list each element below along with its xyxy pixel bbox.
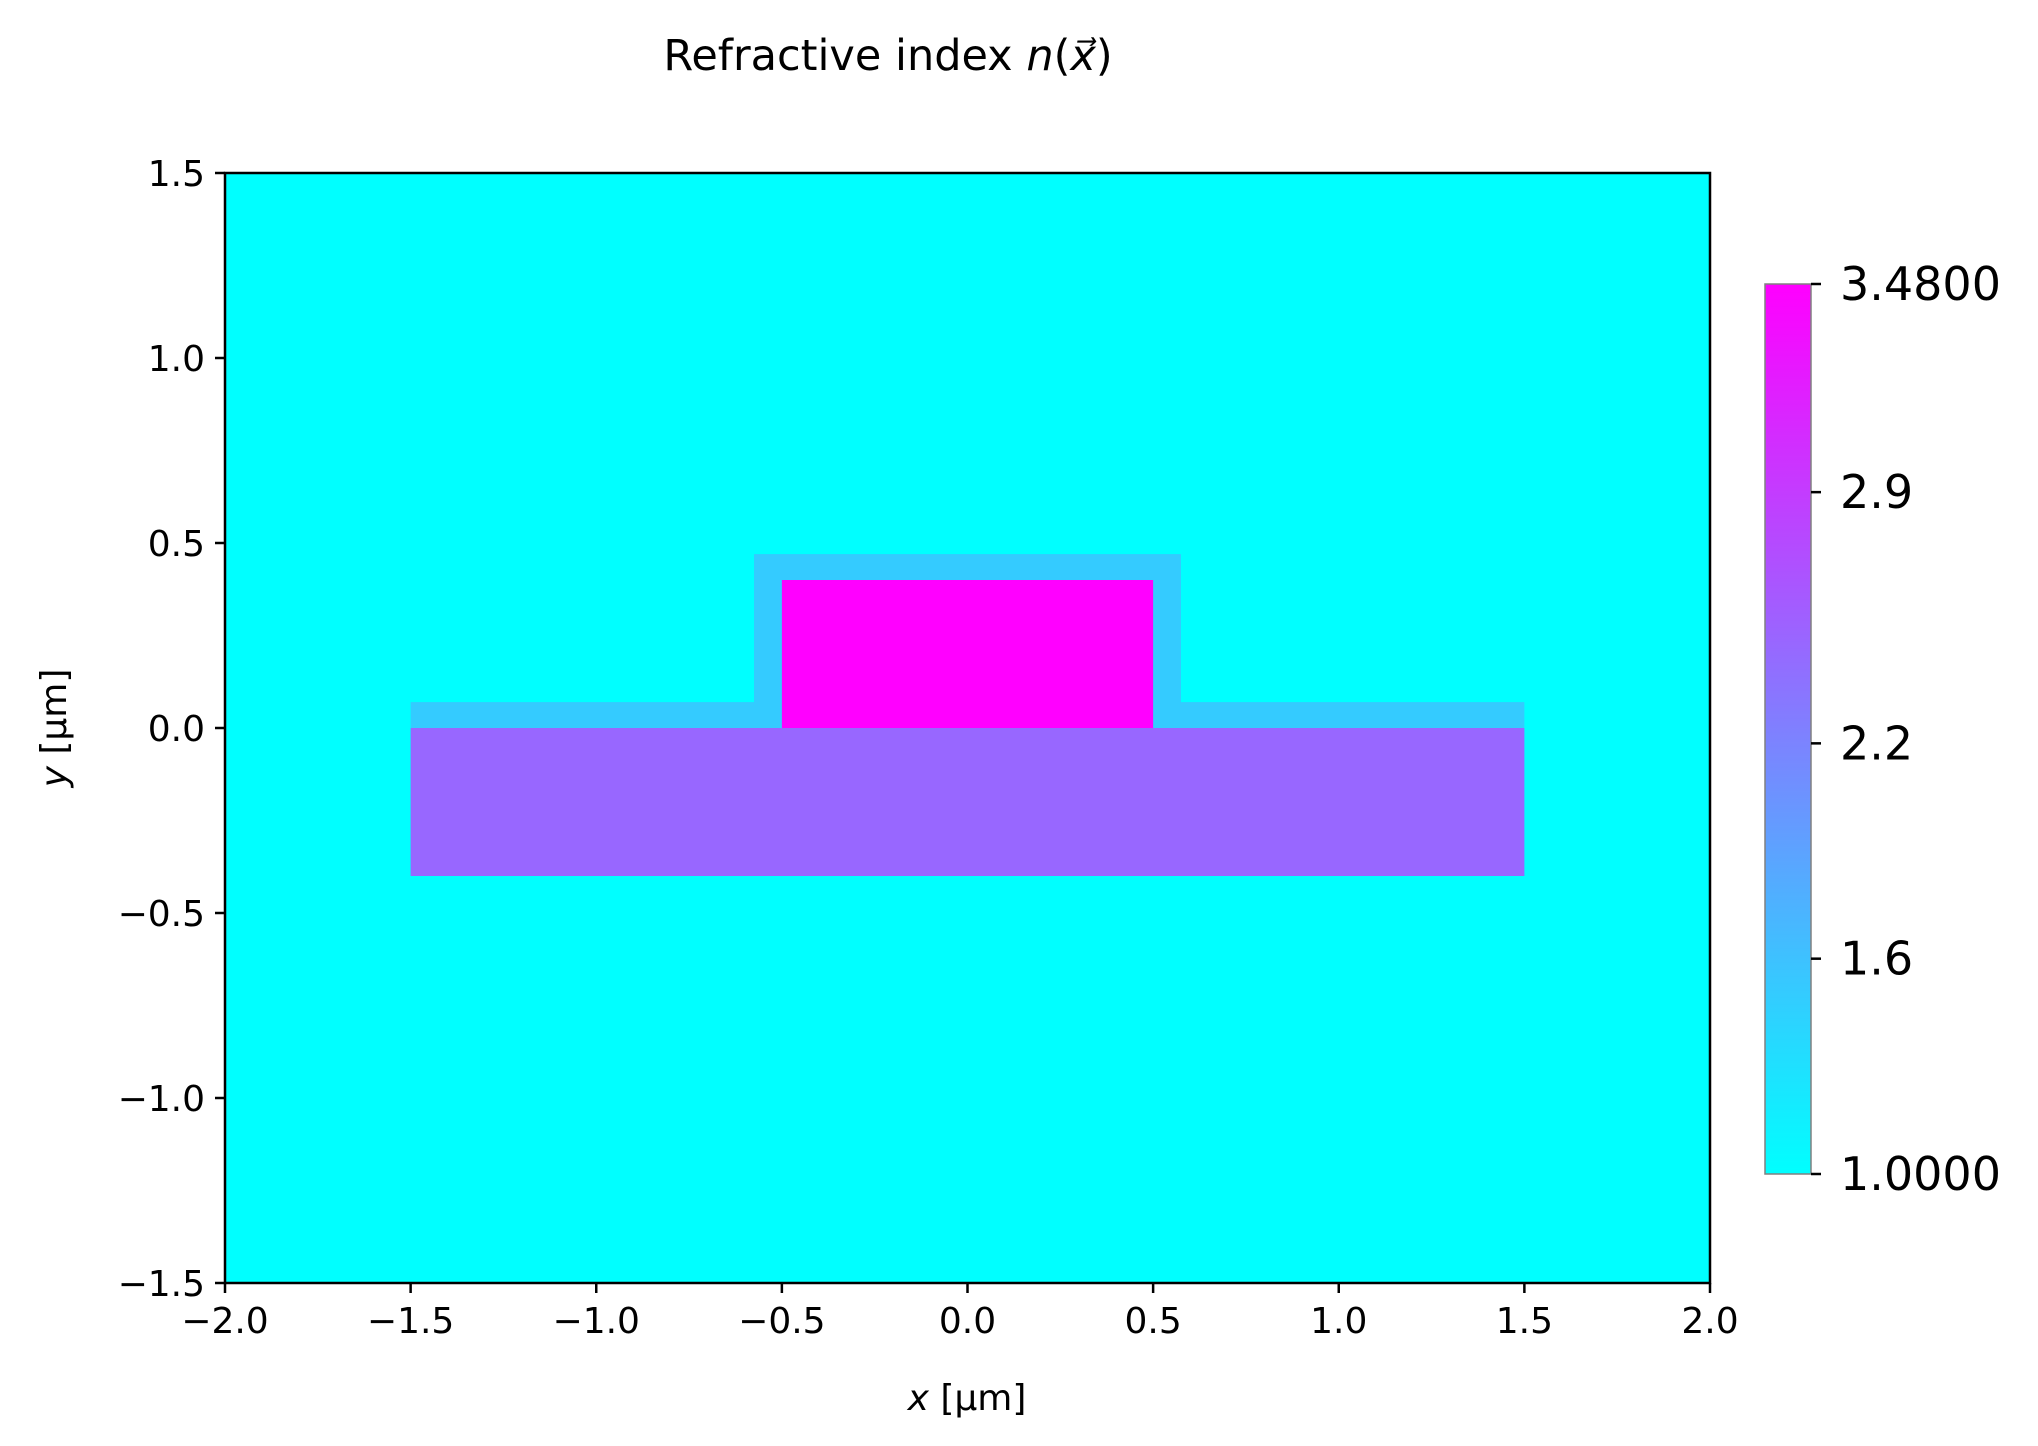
- y-tick-label: 1.5: [148, 154, 205, 195]
- x-tick-label: −0.5: [738, 1301, 825, 1342]
- x-tick-label: 0.0: [939, 1301, 996, 1342]
- chart-title-text: Refractive index: [663, 31, 1012, 81]
- x-axis-var: x: [907, 1378, 930, 1419]
- y-tick-label: 0.0: [148, 709, 205, 750]
- colorbar: 1.0000 1.6 2.2 2.9 3.4800: [1764, 257, 2001, 1201]
- y-tick-label: 1.0: [148, 339, 205, 380]
- x-axis-title: x [µm]: [907, 1378, 1027, 1419]
- chart-title-math-arg: x⃗: [1068, 31, 1096, 81]
- y-tick-label: 0.5: [148, 524, 205, 565]
- colorbar-tick-label: 1.6: [1840, 932, 1913, 986]
- x-tick-label: 0.5: [1124, 1301, 1181, 1342]
- y-tick-label: −1.5: [118, 1264, 205, 1305]
- colorbar-tick-label: 2.9: [1840, 465, 1913, 519]
- x-tick-label: 1.5: [1496, 1301, 1553, 1342]
- colorbar-tick-label: 1.0000: [1840, 1147, 2001, 1201]
- colorbar-tick-label: 2.2: [1840, 716, 1913, 770]
- x-tick-label: 2.0: [1681, 1301, 1738, 1342]
- x-axis-unit: [µm]: [940, 1378, 1026, 1419]
- chart-title: Refractive index n(x⃗): [663, 31, 1112, 81]
- colorbar-ticks: 1.0000 1.6 2.2 2.9 3.4800: [1811, 257, 2001, 1201]
- region-substrate-slab: [410, 728, 1525, 876]
- y-axis-title: y [µm]: [34, 669, 75, 789]
- plot-area: [223, 171, 1712, 1285]
- x-axis: −2.0 −1.5 −1.0 −0.5 0.0 0.5 1.0 1.5 2.0: [181, 1283, 1739, 1342]
- y-tick-label: −0.5: [118, 894, 205, 935]
- x-tick-label: −2.0: [181, 1301, 268, 1342]
- colorbar-tick-label: 3.4800: [1840, 257, 2001, 311]
- y-axis-var: y: [34, 765, 75, 788]
- y-tick-label: −1.0: [118, 1079, 205, 1120]
- y-axis-unit: [µm]: [34, 669, 75, 755]
- index-regions: [410, 554, 1525, 876]
- y-axis: −1.5 −1.0 −0.5 0.0 0.5 1.0 1.5: [118, 154, 225, 1305]
- x-tick-label: −1.0: [553, 1301, 640, 1342]
- region-core-ridge: [781, 580, 1154, 728]
- chart-title-math-symbol: n: [1026, 31, 1053, 81]
- x-tick-label: 1.0: [1310, 1301, 1367, 1342]
- x-tick-label: −1.5: [367, 1301, 454, 1342]
- colorbar-gradient: [1764, 283, 1812, 1175]
